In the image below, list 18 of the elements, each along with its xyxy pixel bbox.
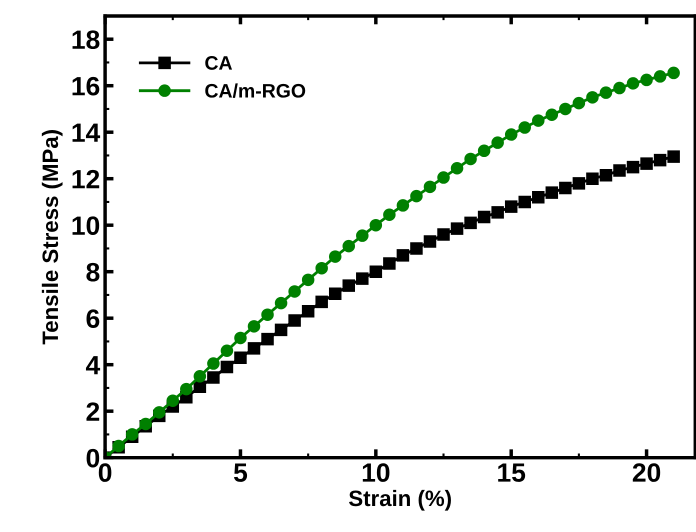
y-tick-label: 4 xyxy=(86,356,100,374)
x-tick-label: 10 xyxy=(362,463,390,482)
y-axis-title: Tensile Stress (MPa) xyxy=(42,130,63,344)
y-tick-label: 14 xyxy=(72,124,100,142)
y-tick-label: 18 xyxy=(72,30,100,50)
y-tick-label: 8 xyxy=(86,262,100,282)
x-tick-label: 20 xyxy=(632,463,660,482)
y-tick-label: 0 xyxy=(86,448,100,468)
y-tick-label: 2 xyxy=(86,402,100,421)
x-tick-label: 5 xyxy=(234,464,248,482)
y-tick-label: 16 xyxy=(72,76,100,96)
x-axis-title: Strain (%) xyxy=(348,490,451,511)
x-tick-label: 15 xyxy=(498,464,526,482)
y-tick-label: 10 xyxy=(72,216,100,236)
y-tick-label: 6 xyxy=(86,309,100,328)
y-tick-label: 12 xyxy=(72,170,100,188)
legend-label: CA/m-RGO xyxy=(205,83,306,98)
legend-label: CA xyxy=(205,56,232,70)
